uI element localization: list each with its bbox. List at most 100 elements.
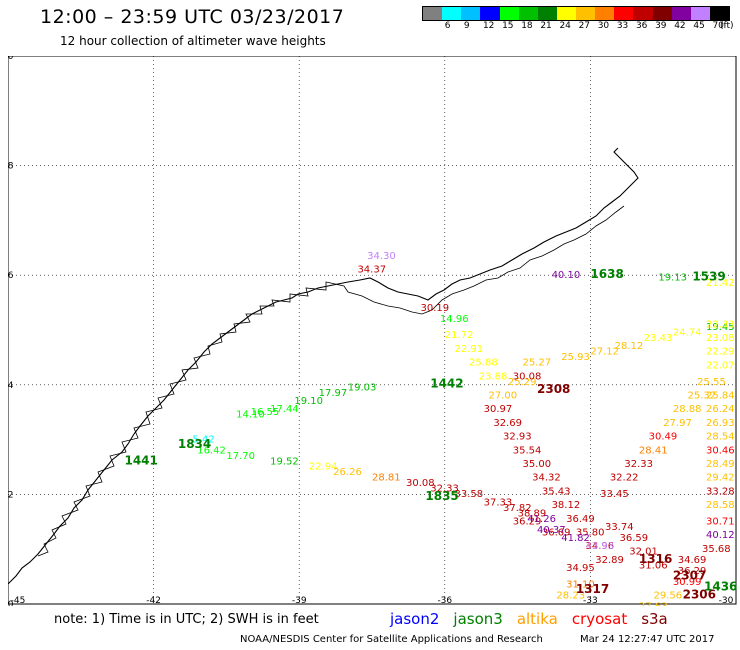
credit-text: NOAA/NESDIS Center for Satellite Applica… bbox=[240, 634, 543, 645]
wave-height-value: 34.95 bbox=[566, 563, 595, 574]
wave-height-value: 25.29 bbox=[508, 377, 537, 388]
satellite-label-jason3: jason3 bbox=[453, 610, 503, 628]
wave-height-value: 30.99 bbox=[673, 577, 702, 588]
legend-label: 39 bbox=[655, 21, 667, 31]
legend-label: 6 bbox=[444, 21, 451, 31]
legend-swatch bbox=[423, 7, 443, 20]
pass-time-label: 2306 bbox=[683, 588, 716, 602]
latitude-label: 68 bbox=[8, 162, 14, 172]
wave-height-value: 28.41 bbox=[639, 445, 668, 456]
wave-height-value: 40.37 bbox=[537, 525, 566, 536]
satellite-pass-times: 1638 1539 1442 2308 1834 1441 1835 1317 2307 2306… bbox=[124, 267, 737, 602]
wave-height-value: 28.54 bbox=[706, 432, 735, 443]
wave-height-value: 17.44 bbox=[270, 404, 299, 415]
latitude-label: 70 bbox=[8, 56, 14, 62]
wave-height-value: 19.10 bbox=[294, 396, 323, 407]
legend-swatch bbox=[690, 7, 710, 20]
wave-height-value: 31.06 bbox=[639, 560, 668, 571]
wave-height-value: 17.70 bbox=[226, 451, 255, 462]
pass-time-label: 1317 bbox=[576, 582, 609, 596]
wave-height-value: 41.82 bbox=[561, 533, 590, 544]
wave-height-value: 27.00 bbox=[488, 391, 517, 402]
latitude-label: 62 bbox=[8, 490, 13, 500]
longitude-label: -45 bbox=[11, 596, 26, 606]
wave-height-value: 25.27 bbox=[522, 358, 551, 369]
legend-swatch bbox=[671, 7, 691, 20]
legend-label: 15 bbox=[502, 21, 514, 31]
wave-height-value: 25.32 bbox=[687, 391, 716, 402]
longitude-label: -36 bbox=[437, 596, 452, 606]
longitude-label: -30 bbox=[719, 596, 734, 606]
pass-time-label: 1436 bbox=[704, 579, 737, 593]
legend-unit: (ft) bbox=[720, 21, 734, 31]
wave-height-value: 35.80 bbox=[576, 528, 605, 539]
map-frame: 706866646260-45-42-39-36-33-30 34.3034.3… bbox=[8, 56, 738, 606]
longitude-label: -33 bbox=[583, 596, 598, 606]
wave-height-value: 22.07 bbox=[706, 360, 735, 371]
wave-height-value: 33.74 bbox=[605, 522, 634, 533]
wave-height-value: 32.22 bbox=[610, 473, 639, 484]
wave-height-value: 23.08 bbox=[706, 333, 735, 344]
pass-time-label: 1638 bbox=[590, 267, 623, 281]
wave-height-value: 33.28 bbox=[706, 486, 735, 497]
wave-height-value: 30.71 bbox=[706, 517, 735, 528]
page-subtitle: 12 hour collection of altimeter wave hei… bbox=[60, 34, 326, 48]
wave-height-value: 24.74 bbox=[673, 327, 702, 338]
wave-height-value: 28.23 bbox=[556, 591, 585, 602]
wave-height-value: 22.29 bbox=[706, 347, 735, 358]
wave-height-value: 19.03 bbox=[348, 382, 377, 393]
legend-swatch bbox=[537, 7, 557, 20]
legend-swatch bbox=[595, 7, 615, 20]
legend-swatch bbox=[499, 7, 519, 20]
legend-label: 18 bbox=[521, 21, 533, 31]
satellite-legend: jason2 jason3 altika cryosat s3a bbox=[390, 610, 682, 628]
wave-height-value: 32.33 bbox=[430, 484, 459, 495]
latitude-label: 66 bbox=[8, 271, 14, 281]
wave-height-value: 36.29 bbox=[678, 566, 707, 577]
wave-height-value: 35.43 bbox=[542, 486, 571, 497]
legend-label: 70 bbox=[712, 21, 724, 31]
legend-label: 9 bbox=[463, 21, 470, 31]
wave-height-value: 43.93 bbox=[586, 541, 615, 552]
wave-height-color-legend bbox=[422, 6, 730, 21]
legend-swatch bbox=[480, 7, 500, 20]
wave-height-value: 22.91 bbox=[455, 344, 484, 355]
wave-height-value: 30.49 bbox=[649, 432, 678, 443]
wave-height-legend-labels: 6 9 12 15 18 21 24 27 30 33 36 39 42 45 70 (ft) bbox=[422, 21, 738, 33]
latitude-label: 60 bbox=[8, 600, 14, 606]
wave-height-value: 29.42 bbox=[706, 473, 735, 484]
satellite-label-jason2: jason2 bbox=[390, 610, 440, 628]
wave-height-value: 17.97 bbox=[319, 388, 348, 399]
wave-height-value: 26.93 bbox=[706, 418, 735, 429]
map-border bbox=[8, 56, 737, 605]
wave-height-value: 28.81 bbox=[372, 473, 401, 484]
wave-height-value: 25.93 bbox=[561, 352, 590, 363]
satellite-label-altika: altika bbox=[516, 610, 558, 628]
wave-height-value: 38.12 bbox=[552, 500, 581, 511]
altimeter-map: 706866646260-45-42-39-36-33-30 34.3034.3… bbox=[8, 56, 737, 606]
wave-height-value: 38.89 bbox=[518, 508, 547, 519]
satellite-label-s3a: s3a bbox=[641, 610, 668, 628]
latitude-label: 64 bbox=[8, 381, 14, 391]
wave-height-value: 34.30 bbox=[367, 251, 396, 262]
wave-height-value: 23.43 bbox=[644, 333, 673, 344]
pass-time-label: 1835 bbox=[425, 489, 458, 503]
legend-label: 36 bbox=[635, 21, 648, 31]
legend-label: 42 bbox=[674, 21, 686, 31]
wave-height-value: 37.33 bbox=[484, 497, 513, 508]
wave-height-value: 40.10 bbox=[552, 270, 581, 281]
wave-height-value: 25.55 bbox=[697, 377, 726, 388]
wave-height-value: 34.32 bbox=[532, 473, 561, 484]
wave-height-value: 35.54 bbox=[513, 445, 542, 456]
wave-height-value: 14.96 bbox=[440, 314, 469, 325]
wave-height-value: 35.68 bbox=[702, 544, 731, 555]
wave-height-value: 23.88 bbox=[479, 371, 508, 382]
wave-height-value: 27.12 bbox=[590, 347, 619, 358]
wave-height-value: 25.84 bbox=[706, 391, 735, 402]
longitude-label: -42 bbox=[146, 596, 161, 606]
legend-swatch bbox=[652, 7, 672, 20]
wave-height-value: 30.19 bbox=[421, 303, 450, 314]
legend-label: 21 bbox=[540, 21, 552, 31]
legend-swatch bbox=[556, 7, 576, 20]
